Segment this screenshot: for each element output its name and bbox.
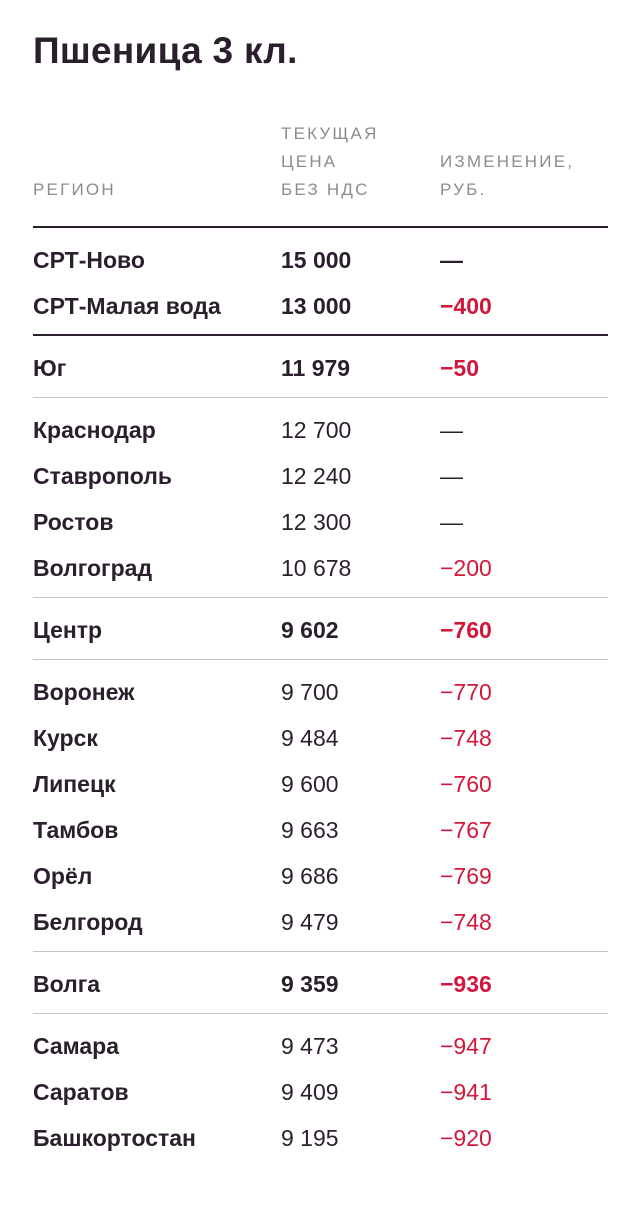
table-row: Самара 9 473 −947	[33, 1031, 608, 1061]
table-row: СРТ-Малая вода 13 000 −400	[33, 291, 608, 321]
table-row: Курск 9 484 −748	[33, 723, 608, 753]
column-header-change: ИЗМЕНЕНИЕ, РУБ.	[440, 148, 574, 204]
table-row: Юг 11 979 −50	[33, 353, 608, 383]
region-cell: Башкортостан	[33, 1125, 196, 1151]
price-cell: 9 359	[281, 971, 339, 997]
table-row: Волга 9 359 −936	[33, 969, 608, 999]
price-cell: 12 700	[281, 417, 352, 443]
price-cell: 9 600	[281, 771, 339, 797]
column-header-price: ТЕКУЩАЯ ЦЕНА БЕЗ НДС	[281, 120, 379, 204]
region-cell: Ростов	[33, 509, 114, 535]
change-cell: −760	[440, 617, 492, 643]
price-cell: 15 000	[281, 247, 352, 273]
section-divider	[33, 951, 608, 952]
column-header-price-line: ЦЕНА	[281, 152, 338, 171]
region-cell: Саратов	[33, 1079, 129, 1105]
change-cell: −200	[440, 555, 492, 581]
change-cell: −760	[440, 771, 492, 797]
change-cell: −769	[440, 863, 492, 889]
page-title: Пшеница 3 кл.	[33, 30, 298, 71]
price-cell: 9 195	[281, 1125, 339, 1151]
column-header-region: РЕГИОН	[33, 180, 116, 199]
price-cell: 11 979	[281, 355, 351, 381]
change-cell: −748	[440, 909, 492, 935]
price-cell: 9 473	[281, 1033, 339, 1059]
price-cell: 9 479	[281, 909, 339, 935]
region-cell: Краснодар	[33, 417, 156, 443]
change-cell: −748	[440, 725, 492, 751]
table-row: Башкортостан 9 195 −920	[33, 1123, 608, 1153]
table-row: Орёл 9 686 −769	[33, 861, 608, 891]
price-cell: 9 409	[281, 1079, 339, 1105]
column-header-change-line: РУБ.	[440, 180, 487, 199]
price-cell: 12 240	[281, 463, 352, 489]
price-cell: 9 602	[281, 617, 339, 643]
section-divider	[33, 1013, 608, 1014]
price-cell: 12 300	[281, 509, 352, 535]
region-cell: Волгоград	[33, 555, 153, 581]
table-row: Центр 9 602 −760	[33, 615, 608, 645]
region-cell: Ставрополь	[33, 463, 173, 489]
section-divider	[33, 659, 608, 660]
region-cell: Тамбов	[33, 817, 119, 843]
region-cell: СРТ-Ново	[33, 247, 145, 273]
column-header-change-line: ИЗМЕНЕНИЕ,	[440, 152, 575, 171]
price-cell: 9 663	[281, 817, 339, 843]
table-row: Липецк 9 600 −760	[33, 769, 608, 799]
region-cell: Белгород	[33, 909, 143, 935]
table-row: Воронеж 9 700 −770	[33, 677, 608, 707]
change-cell: —	[440, 509, 463, 535]
table-row: Тамбов 9 663 −767	[33, 815, 608, 845]
region-cell: Орёл	[33, 863, 93, 889]
region-cell: СРТ-Малая вода	[33, 293, 221, 319]
price-cell: 10 678	[281, 555, 352, 581]
section-divider	[33, 597, 608, 598]
region-cell: Курск	[33, 725, 98, 751]
price-cell: 9 700	[281, 679, 339, 705]
region-cell: Самара	[33, 1033, 120, 1059]
table-row: Белгород 9 479 −748	[33, 907, 608, 937]
change-cell: —	[440, 417, 463, 443]
change-cell: —	[440, 247, 463, 273]
table-row: Ставрополь 12 240 —	[33, 461, 608, 491]
table-row: Волгоград 10 678 −200	[33, 553, 608, 583]
region-cell: Юг	[33, 355, 67, 381]
table-row: Саратов 9 409 −941	[33, 1077, 608, 1107]
change-cell: −936	[440, 971, 492, 997]
column-header-price-line: ТЕКУЩАЯ	[281, 124, 379, 143]
change-cell: −947	[440, 1033, 492, 1059]
price-cell: 9 686	[281, 863, 339, 889]
table-row: Краснодар 12 700 —	[33, 415, 608, 445]
column-header-price-line: БЕЗ НДС	[281, 180, 370, 199]
change-cell: −50	[440, 355, 480, 381]
table-row: Ростов 12 300 —	[33, 507, 608, 537]
price-cell: 9 484	[281, 725, 339, 751]
section-divider	[33, 397, 608, 398]
change-cell: −400	[440, 293, 492, 319]
region-cell: Центр	[33, 617, 103, 643]
price-cell: 13 000	[281, 293, 352, 319]
region-cell: Воронеж	[33, 679, 135, 705]
change-cell: −920	[440, 1125, 492, 1151]
region-cell: Липецк	[33, 771, 116, 797]
section-divider	[33, 334, 608, 336]
table-row: СРТ-Ново 15 000 —	[33, 245, 608, 275]
header-divider	[33, 226, 608, 228]
change-cell: −770	[440, 679, 492, 705]
region-cell: Волга	[33, 971, 101, 997]
change-cell: −941	[440, 1079, 492, 1105]
change-cell: −767	[440, 817, 492, 843]
change-cell: —	[440, 463, 463, 489]
